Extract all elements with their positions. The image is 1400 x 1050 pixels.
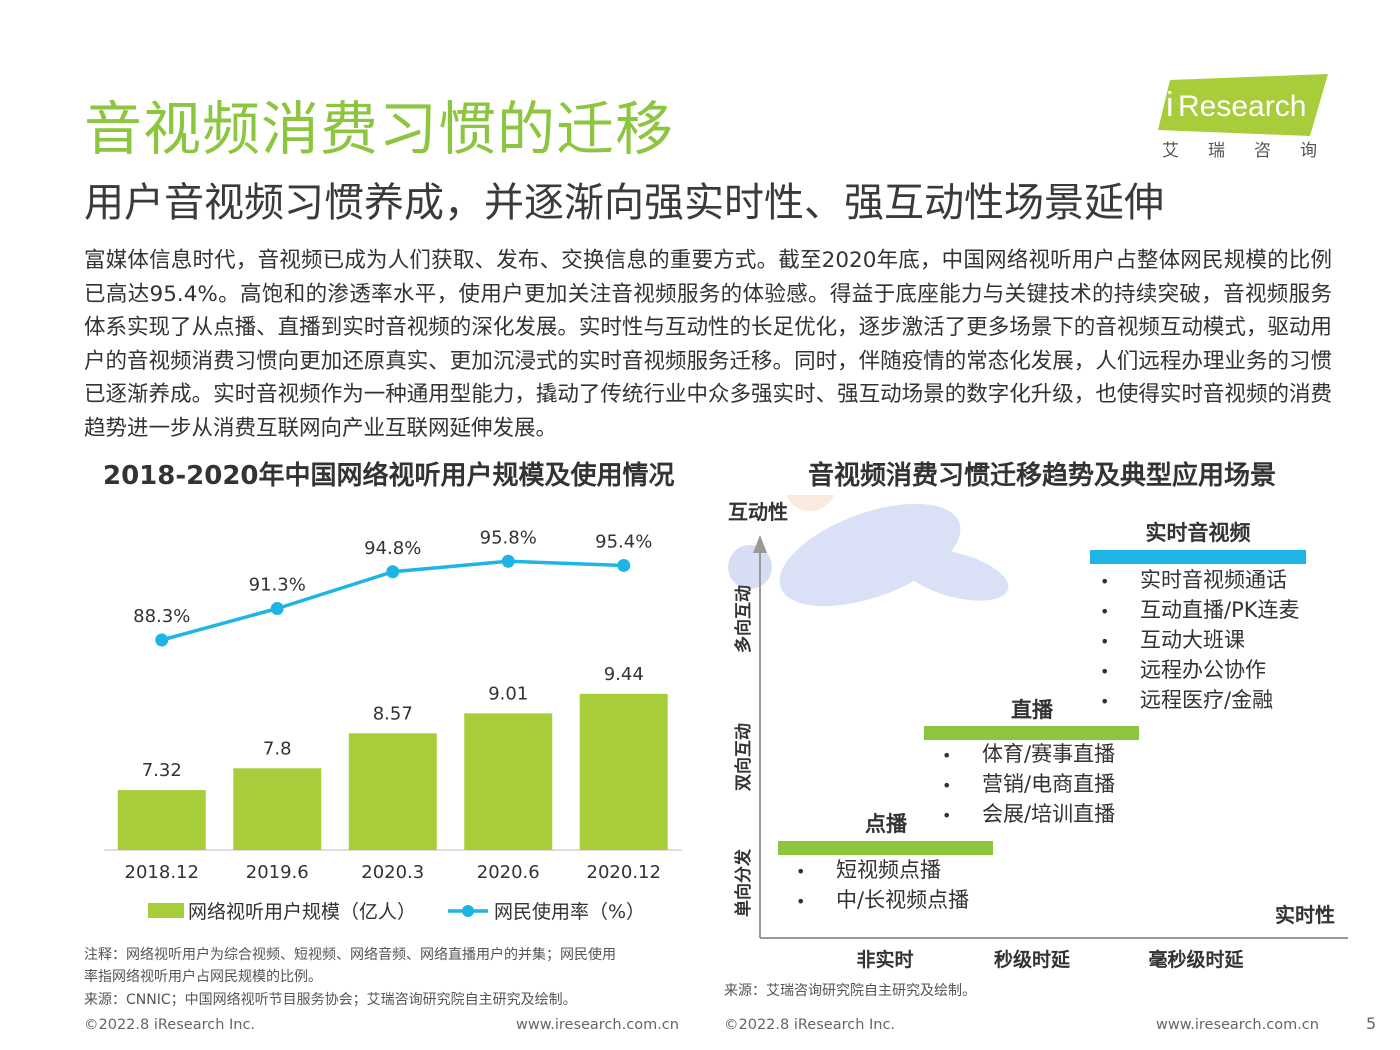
stage-2-item-1: 互动直播/PK连麦 [1140,598,1300,622]
logo-i: i [1166,86,1174,124]
stage-2-bullet-3: • [1100,662,1109,681]
line-label-2020.6: 95.8% [480,527,537,548]
line-label-2019.6: 91.3% [249,575,306,596]
line-point-2019.6 [270,602,284,615]
stage-2-item-4: 远程医疗/金融 [1140,688,1273,712]
right-chart-title: 音视频消费习惯迁移趋势及典型应用场景 [808,461,1277,491]
bar-2020.6 [464,713,553,850]
legend-label-scale: 网络视听用户规模（亿人） [188,901,416,923]
bar-2020.12 [579,693,668,850]
footer-copyright-right: ©2022.8 iResearch Inc. [724,1017,896,1033]
footer-url-left[interactable]: www.iresearch.com.cn [516,1017,679,1033]
x-level-0: 非实时 [856,948,913,971]
bar-2018.12 [117,790,206,850]
stage-1-bullet-2: • [942,806,951,825]
page-title: 音视频消费习惯的迁移 [84,95,675,163]
legend-label-rate: 网民使用率（%） [494,901,645,923]
bar-label-2019.6: 7.8 [263,738,292,759]
stage-2-item-0: 实时音视频通话 [1140,568,1287,592]
x-tick-2019.6: 2019.6 [246,862,309,883]
stage-2-item-2: 互动大班课 [1140,628,1245,652]
stage-0-item-1: 中/长视频点播 [836,888,969,912]
logo-text: Research [1178,90,1306,123]
line-point-2018.12 [155,633,169,647]
stage-2-bullet-0: • [1100,572,1109,591]
bar-label-2020.6: 9.01 [488,683,528,704]
user-scale-chart: 7.32 2018.12 7.8 2019.6 8.57 2020.3 9.01 2020.6… [104,527,682,923]
y-axis-label: 互动性 [728,500,788,524]
bar-label-2018.12: 7.32 [142,760,182,781]
x-axis-label: 实时性 [1275,903,1335,927]
stage-2-bullet-4: • [1100,692,1109,711]
line-point-2020.6 [501,554,515,568]
figure-head [786,495,834,511]
stage-1-item-1: 营销/电商直播 [982,772,1115,796]
x-tick-2020.3: 2020.3 [361,862,424,883]
stage-1-item-0: 体育/赛事直播 [982,742,1115,766]
x-level-2: 毫秒级时延 [1148,948,1244,971]
figure-body [779,503,961,607]
stage-1-bullet-0: • [942,746,951,765]
source-left: 来源：CNNIC；中国网络视听节目服务协会；艾瑞咨询研究院自主研究及绘制。 [84,992,577,1008]
left-chart-title: 2018-2020年中国网络视听用户规模及使用情况 [103,461,675,491]
source-right: 来源：艾瑞咨询研究院自主研究及绘制。 [724,983,976,999]
line-label-2020.12: 95.4% [595,531,652,552]
line-label-2018.12: 88.3% [133,606,190,627]
y-level-1: 双向互动 [733,723,754,791]
logo-subtitle: 艾瑞咨询 [1162,141,1346,161]
stage-bar-2 [1090,550,1306,564]
line-point-2020.12 [617,558,631,572]
body-paragraph: 富媒体信息时代，音视频已成为人们获取、发布、交换信息的重要方式。截至2020年底… [84,248,1332,441]
line-label-2020.3: 94.8% [364,538,421,559]
line-point-2020.3 [386,565,400,579]
stage-2-bullet-1: • [1100,602,1109,621]
legend-swatch-scale [148,903,184,918]
footer-url-right[interactable]: www.iresearch.com.cn [1156,1017,1319,1033]
stage-title-1: 直播 [1011,698,1054,722]
x-tick-2020.6: 2020.6 [477,862,540,883]
stage-0-item-0: 短视频点播 [836,858,941,882]
stage-title-0: 点播 [865,812,908,836]
stage-2-bullet-2: • [1100,632,1109,651]
y-level-2: 多向互动 [733,585,754,653]
stage-title-2: 实时音视频 [1146,521,1251,545]
iresearch-logo: i Research [1158,74,1328,136]
page-number: 5 [1366,1014,1377,1033]
stage-0-bullet-1: • [796,892,805,911]
y-axis-arrow [753,535,767,553]
footer-copyright-left: ©2022.8 iResearch Inc. [84,1017,256,1033]
stage-1-bullet-1: • [942,776,951,795]
stage-1-item-2: 会展/培训直播 [982,802,1115,826]
bar-label-2020.3: 8.57 [373,703,413,724]
bar-2020.3 [348,733,437,850]
x-tick-2018.12: 2018.12 [125,862,199,883]
note-line-1: 注释：网络视听用户为综合视频、短视频、网络音频、网络直播用户的并集；网民使用 [84,947,616,963]
stage-0-bullet-0: • [796,862,805,881]
x-level-1: 秒级时延 [994,948,1071,971]
y-level-0: 单向分发 [733,848,754,917]
bar-2019.6 [233,768,322,850]
page-subtitle: 用户音视频习惯养成，并逐渐向强实时性、强互动性场景延伸 [84,180,1164,226]
legend-marker-rate [462,905,474,917]
note-line-2: 率指网络视听用户占网民规模的比例。 [84,969,322,985]
stage-bar-0 [778,841,993,855]
x-tick-2020.12: 2020.12 [587,862,661,883]
stage-2-item-3: 远程办公协作 [1140,658,1266,682]
figure-leg [901,549,1009,601]
stage-bar-1 [924,726,1139,740]
bar-label-2020.12: 9.44 [604,664,644,685]
